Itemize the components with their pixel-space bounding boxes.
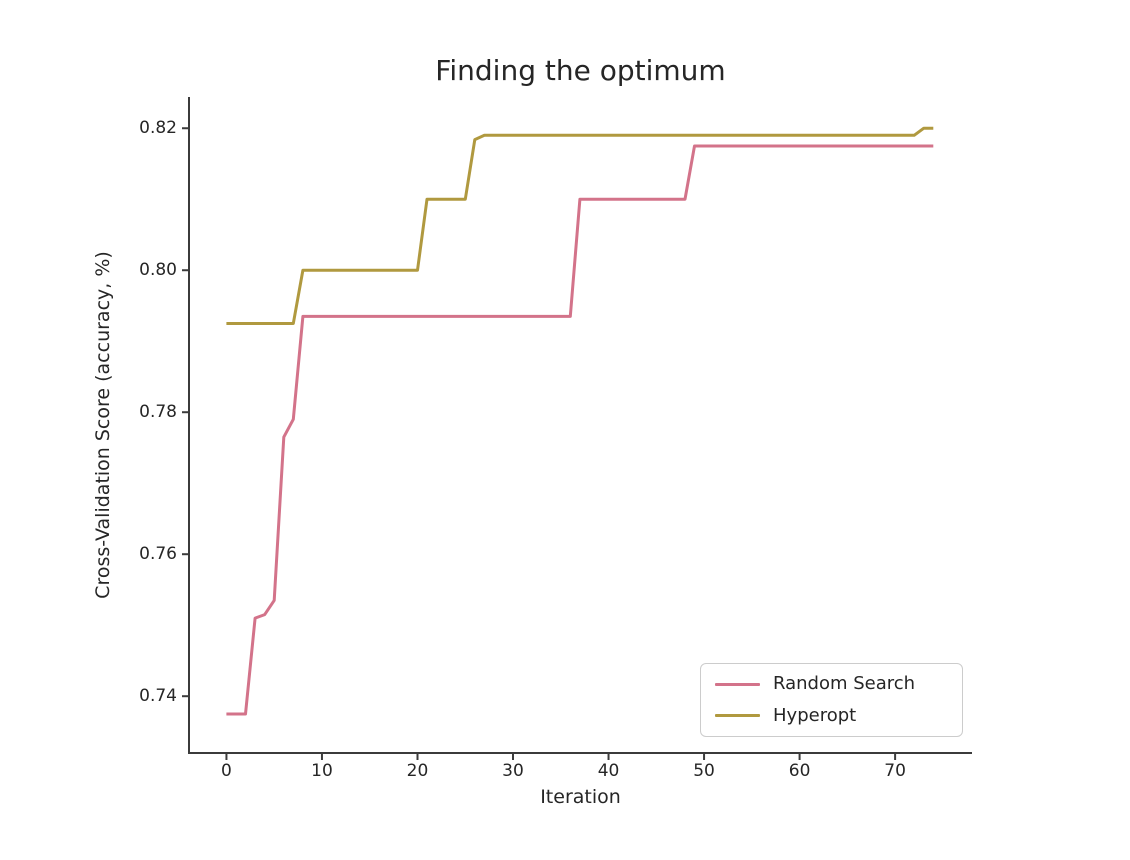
series-line-hyperopt bbox=[226, 126, 934, 325]
x-tick-label-50: 50 bbox=[693, 761, 715, 781]
x-axis-label: Iteration bbox=[540, 786, 621, 808]
x-tick-label-30: 30 bbox=[502, 761, 524, 781]
x-tick-label-40: 40 bbox=[597, 761, 620, 781]
legend-item-hyperopt: Hyperopt bbox=[715, 705, 962, 727]
y-tick-label-0.80: 0.80 bbox=[139, 260, 177, 281]
chart-title: Finding the optimum bbox=[435, 54, 726, 87]
legend-item-random-search: Random Search bbox=[715, 673, 962, 695]
legend: Random Search Hyperopt bbox=[700, 663, 963, 737]
x-tick-label-70: 70 bbox=[884, 761, 906, 781]
series-line-random-search bbox=[226, 144, 934, 716]
legend-swatch-random-search-line bbox=[715, 682, 760, 686]
y-tick-label-0.74: 0.74 bbox=[139, 686, 177, 707]
x-tick-label-20: 20 bbox=[406, 761, 429, 781]
y-tick-label-0.82: 0.82 bbox=[139, 118, 177, 139]
x-tick-label-0: 0 bbox=[221, 761, 232, 781]
y-tick-label-0.78: 0.78 bbox=[139, 402, 177, 423]
x-tick-label-10: 10 bbox=[311, 761, 333, 781]
legend-label-hyperopt: Hyperopt bbox=[773, 704, 857, 726]
legend-label-random-search: Random Search bbox=[773, 673, 916, 695]
y-axis-label-text: Cross-Validation Score (accuracy, %) bbox=[92, 251, 114, 599]
x-tick-label-60: 60 bbox=[788, 761, 811, 781]
y-tick-label-0.76: 0.76 bbox=[139, 544, 177, 565]
legend-swatch-hyperopt-line bbox=[715, 714, 760, 718]
